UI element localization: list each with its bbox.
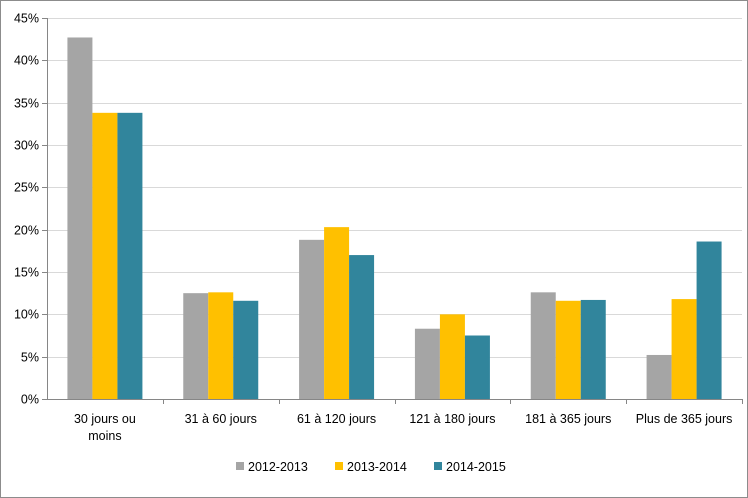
bar-2012-2013 [183, 293, 209, 399]
bar-2014-2015 [580, 299, 606, 399]
y-tick-label: 30% [14, 139, 39, 153]
legend-swatch [434, 462, 442, 470]
y-axis-ticks: 0% 5% 10% 15% 20% 25% 30% 35% 40% 45% [14, 12, 39, 407]
legend-item: 2012-2013 [236, 460, 308, 474]
legend-swatch [335, 462, 343, 470]
bar-2013-2014 [208, 292, 234, 399]
y-tick-label: 5% [21, 351, 39, 365]
legend-item: 2013-2014 [335, 460, 407, 474]
legend-label: 2013-2014 [347, 460, 407, 474]
bar-2013-2014 [92, 112, 118, 399]
x-tick-label: 30 jours ou moins [74, 412, 136, 443]
bar-2013-2014 [671, 299, 697, 399]
y-tick-label: 40% [14, 54, 39, 68]
legend-label: 2012-2013 [248, 460, 308, 474]
y-tick-label: 35% [14, 97, 39, 111]
bar-2013-2014 [439, 314, 465, 399]
y-tick-label: 15% [14, 266, 39, 280]
bar-2012-2013 [530, 292, 556, 399]
y-tick-label: 25% [14, 181, 39, 195]
bars [67, 37, 722, 399]
bar-2014-2015 [233, 300, 259, 399]
legend: 2012-2013 2013-2014 2014-2015 [236, 460, 506, 474]
x-tick-label: Plus de 365 jours [636, 412, 733, 426]
bar-2014-2015 [696, 241, 722, 399]
legend-label: 2014-2015 [446, 460, 506, 474]
bar-2014-2015 [349, 255, 375, 399]
bar-2012-2013 [414, 328, 440, 399]
x-axis-ticks: 30 jours ou moins 31 à 60 jours 61 à 120 jo… [74, 412, 732, 443]
y-tick-label: 0% [21, 393, 39, 407]
gridlines [47, 18, 742, 358]
legend-swatch [236, 462, 244, 470]
y-tick-label: 10% [14, 308, 39, 322]
axes [42, 18, 743, 404]
x-tick-label: 121 à 180 jours [409, 412, 495, 426]
y-tick-label: 20% [14, 224, 39, 238]
x-tick-label: 31 à 60 jours [185, 412, 257, 426]
bar-2012-2013 [646, 354, 672, 399]
y-tick-label: 45% [14, 12, 39, 26]
bar-2014-2015 [464, 335, 490, 399]
bar-2014-2015 [117, 112, 143, 399]
x-tick-label: 181 à 365 jours [525, 412, 611, 426]
legend-item: 2014-2015 [434, 460, 506, 474]
bar-2012-2013 [299, 239, 325, 399]
bar-2013-2014 [324, 227, 350, 399]
bar-2013-2014 [555, 300, 581, 399]
bar-2012-2013 [67, 37, 93, 399]
x-tick-label: 61 à 120 jours [297, 412, 376, 426]
